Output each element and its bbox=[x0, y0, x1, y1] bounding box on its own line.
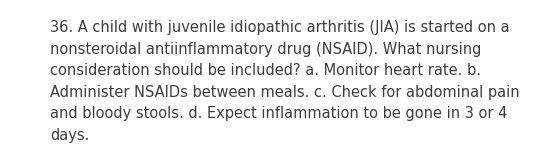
Text: 36. A child with juvenile idiopathic arthritis (JIA) is started on a
nonsteroida: 36. A child with juvenile idiopathic art… bbox=[50, 20, 520, 143]
